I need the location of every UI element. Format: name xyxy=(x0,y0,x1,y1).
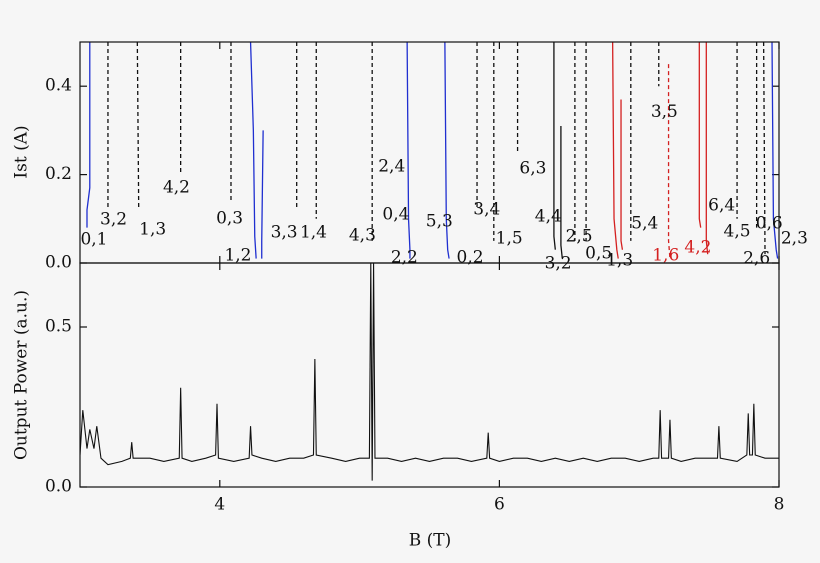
plot-frame xyxy=(79,262,780,488)
y-tick-label: 0.2 xyxy=(45,164,72,184)
annotation: 2,4 xyxy=(378,157,405,177)
x-tick-label: 6 xyxy=(494,495,505,515)
annotation: 3,2 xyxy=(100,210,127,230)
y-tick-label: 0.4 xyxy=(45,76,72,96)
annotation: 2,3 xyxy=(781,229,808,249)
threshold-curve xyxy=(444,42,450,259)
annotation: 4,2 xyxy=(684,237,711,257)
threshold-curve xyxy=(406,42,411,259)
annotation: 1,3 xyxy=(139,219,166,239)
annotation: 5,3 xyxy=(426,211,453,231)
annotation: 1,5 xyxy=(496,229,523,249)
annotation: 4,5 xyxy=(724,222,751,242)
annotation: 2,6 xyxy=(743,249,770,269)
annotation: 6,4 xyxy=(708,195,735,215)
annotation: 0,6 xyxy=(756,214,783,234)
annotation: 5,4 xyxy=(631,214,658,234)
annotation: 1,4 xyxy=(300,222,327,242)
annotation: 1,3 xyxy=(606,250,633,270)
annotation: 0,2 xyxy=(457,248,484,268)
annotation: 0,5 xyxy=(585,244,612,264)
annotation: 1,6 xyxy=(652,245,679,265)
threshold-curve xyxy=(553,42,556,250)
threshold-curve xyxy=(560,125,563,259)
y-tick-label: 0.0 xyxy=(45,477,72,497)
annotation: 6,3 xyxy=(519,158,546,178)
threshold-curve xyxy=(762,42,766,255)
threshold-curve xyxy=(261,130,264,259)
threshold-curve xyxy=(136,42,140,210)
threshold-curve xyxy=(698,42,702,228)
threshold-curve xyxy=(611,42,619,259)
annotation: 2,2 xyxy=(391,248,418,268)
x-tick-label: 4 xyxy=(214,495,225,515)
annotation: 3,3 xyxy=(271,222,298,242)
bottom-y-label: Output Power (a.u.) xyxy=(12,290,32,460)
y-tick-label: 0.5 xyxy=(45,317,72,337)
threshold-curve xyxy=(667,64,671,259)
threshold-curve xyxy=(249,42,257,259)
power-trace xyxy=(80,263,779,481)
y-tick-label: 0.0 xyxy=(45,253,72,273)
annotation: 4,4 xyxy=(535,207,562,227)
x-tick-label: 8 xyxy=(774,495,785,515)
annotation: 1,2 xyxy=(224,245,251,265)
annotation: 3,5 xyxy=(651,102,678,122)
threshold-curve xyxy=(86,42,91,228)
annotation: 0,3 xyxy=(216,208,243,228)
annotation: 4,2 xyxy=(163,177,190,197)
annotation: 0,1 xyxy=(80,230,107,250)
threshold-curve xyxy=(771,42,779,259)
annotation: 4,3 xyxy=(349,226,376,246)
threshold-curve xyxy=(705,42,709,255)
annotation: 0,4 xyxy=(382,204,409,224)
annotation: 3,4 xyxy=(473,199,500,219)
threshold-curve xyxy=(620,99,624,250)
annotation: 2,5 xyxy=(566,226,593,246)
x-label: B (T) xyxy=(409,531,452,551)
top-y-label: Ist (A) xyxy=(12,125,32,178)
